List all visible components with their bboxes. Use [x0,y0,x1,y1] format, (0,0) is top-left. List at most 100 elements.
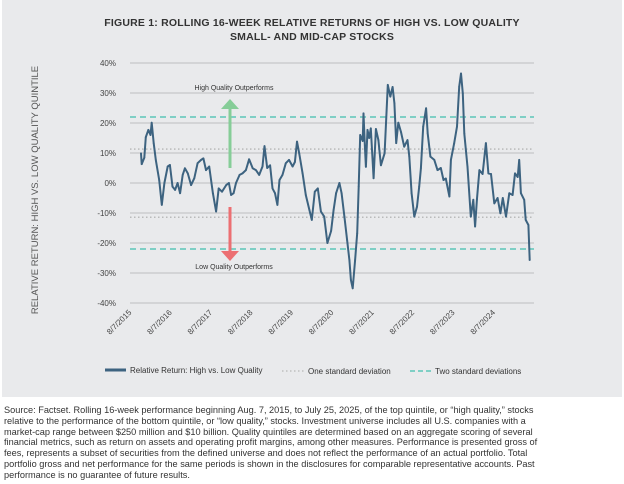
y-tick-label: 30% [100,89,116,98]
data-point [393,102,396,105]
data-point [478,169,481,172]
data-point [359,134,362,136]
data-point [171,185,174,188]
chart: 40% 30% 20% 10% 0% -10% -20% -30% -40%8/7/2015 8/… [30,59,534,376]
data-point [397,121,400,124]
data-point [190,184,192,187]
data-point [362,112,365,115]
data-point [433,159,436,161]
data-point [528,259,531,261]
data-point [413,215,416,218]
legend-label: Two standard deviations [435,367,521,376]
data-point [215,210,217,213]
data-point [406,139,409,142]
data-point [523,198,526,201]
data-point [516,176,519,178]
data-point [368,137,371,139]
data-point [429,155,432,158]
y-tick-label: 20% [100,119,116,128]
footnote-line: financial metrics, such as return on ass… [4,437,538,448]
data-point [493,202,496,205]
footnote-line: relative to the performance of the botto… [4,415,526,426]
data-point [463,132,466,135]
data-point [251,167,254,170]
data-point [410,192,413,195]
x-tick-label: 8/7/2015 [105,308,134,337]
data-point [487,172,490,175]
data-point [508,192,511,195]
data-point [230,194,233,196]
annotation-high-quality: High Quality Outperforms [195,85,274,92]
data-point [351,287,354,290]
data-point [254,169,257,172]
x-tick-label: 8/7/2019 [267,308,296,337]
data-point [364,145,366,148]
data-point [346,239,348,241]
data-point [357,185,360,188]
data-point [326,242,329,244]
data-point [183,167,186,170]
data-point [152,142,155,145]
data-point [202,157,205,160]
data-point [469,215,472,218]
data-point [308,209,311,211]
up-arrow-icon [221,99,239,109]
data-point [377,139,380,142]
x-tick-label: 8/7/2017 [186,308,215,337]
data-point [238,174,241,176]
data-point [221,190,223,193]
data-point [466,165,469,168]
data-point [263,145,266,148]
data-point [505,215,507,218]
data-point [244,169,247,172]
data-point [426,132,429,135]
data-point [474,225,477,228]
data-point [514,172,516,175]
data-point [284,162,287,165]
data-point [147,129,150,131]
data-point [456,125,458,128]
data-point [248,158,250,161]
data-point [150,121,153,124]
data-point [350,279,352,281]
y-tick-label: -10% [97,209,116,218]
data-point [366,129,369,131]
data-point [496,197,499,199]
data-point [395,142,398,145]
footnote-line: portfolio gross and net performance for … [4,458,535,469]
data-point [436,169,439,172]
data-point [372,177,375,180]
data-point [391,86,394,88]
data-point [449,159,452,161]
data-point [140,152,142,155]
data-point [149,134,152,136]
data-point [160,204,163,206]
data-point [518,159,521,161]
x-tick-label: 8/7/2022 [388,308,417,337]
x-tick-label: 8/7/2018 [226,308,255,337]
data-point [193,177,196,180]
data-point [301,172,304,175]
data-point [258,174,261,176]
data-point [354,259,356,261]
data-point [356,232,359,235]
data-point [298,152,301,155]
data-point [225,184,228,187]
y-tick-label: -30% [97,269,116,278]
data-point [274,192,276,195]
data-point [408,155,411,158]
chart-title: FIGURE 1: ROLLING 16-WEEK RELATIVE RETUR… [0,16,624,44]
data-point [288,159,290,161]
data-point [271,187,274,190]
data-point [481,173,484,175]
y-tick-label: 10% [100,149,116,158]
data-point [232,192,235,195]
series-line-relative-return [140,72,531,290]
data-point [174,189,176,191]
data-point [296,140,298,143]
data-point [343,215,346,218]
data-point [448,195,451,198]
data-point [338,182,341,184]
data-point [386,84,389,86]
data-point [176,182,179,184]
